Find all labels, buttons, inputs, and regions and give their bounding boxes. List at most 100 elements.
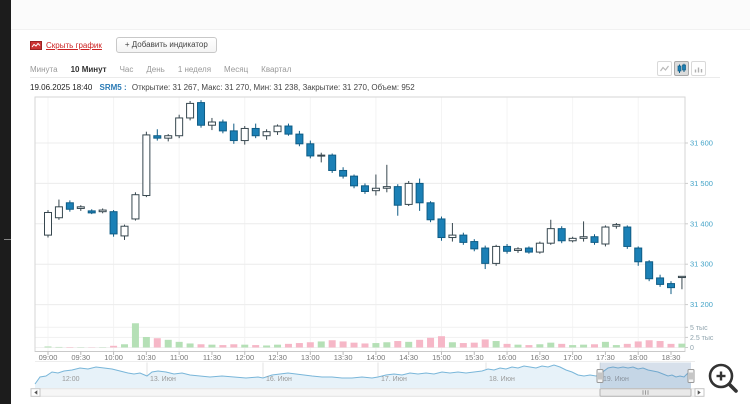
interval-tab-1[interactable]: 10 Минут — [70, 65, 107, 74]
navigator-date-label: 13. Июн — [150, 376, 176, 383]
candle[interactable] — [459, 234, 468, 243]
candle[interactable] — [371, 187, 380, 192]
candle[interactable] — [437, 218, 446, 239]
volume-bar — [678, 343, 686, 348]
candle[interactable] — [623, 226, 632, 247]
candle[interactable] — [164, 135, 173, 139]
interval-tab-5[interactable]: Месяц — [224, 65, 249, 74]
candle[interactable] — [503, 245, 512, 252]
volume-bar — [142, 336, 150, 348]
navigator-handle-right[interactable] — [687, 369, 695, 383]
volume-bar — [667, 343, 675, 348]
navigator-selection[interactable] — [600, 362, 691, 389]
candle[interactable] — [218, 121, 227, 132]
interval-tab-4[interactable]: 1 неделя — [177, 65, 212, 74]
candle[interactable] — [109, 211, 118, 235]
volume-bar — [481, 339, 489, 348]
interval-tab-3[interactable]: День — [146, 65, 165, 74]
candle[interactable] — [612, 224, 621, 227]
candle[interactable] — [382, 186, 391, 189]
candle[interactable] — [645, 261, 654, 280]
candle[interactable] — [393, 186, 402, 206]
candle[interactable] — [54, 206, 63, 219]
volume-axis-label: 5 тыс — [690, 325, 708, 332]
candle[interactable] — [339, 169, 348, 177]
candle[interactable] — [546, 228, 555, 244]
chart-icon — [30, 40, 42, 50]
candle[interactable] — [481, 247, 490, 264]
candle[interactable] — [667, 283, 676, 289]
volume-bar — [208, 344, 216, 348]
candle[interactable] — [360, 185, 369, 192]
candle[interactable] — [175, 117, 184, 137]
volume-axis-label: 0 — [690, 345, 694, 352]
candle[interactable] — [677, 275, 686, 279]
candle[interactable] — [120, 225, 129, 237]
hide-chart-link[interactable]: Скрыть график — [30, 40, 102, 50]
candle[interactable] — [634, 247, 643, 263]
scrollbar-right-arrow-icon — [697, 390, 701, 395]
candle[interactable] — [513, 248, 522, 251]
candle[interactable] — [415, 182, 424, 204]
candle[interactable] — [240, 127, 249, 142]
interval-tab-2[interactable]: Час — [119, 65, 134, 74]
candle[interactable] — [44, 211, 52, 236]
navigator-area — [35, 365, 691, 388]
chart-type-candles-button[interactable] — [674, 61, 689, 76]
candle[interactable] — [229, 130, 238, 142]
candle[interactable] — [590, 236, 599, 243]
navigator-date-label: 16. Июн — [266, 376, 292, 383]
candle[interactable] — [306, 143, 315, 157]
volume-bar — [416, 339, 424, 348]
candle[interactable] — [76, 206, 85, 209]
candle[interactable] — [492, 245, 501, 264]
candle[interactable] — [317, 154, 326, 157]
x-axis-label: 10:00 — [104, 353, 123, 362]
volume-bar — [252, 345, 260, 348]
candle[interactable] — [153, 135, 162, 139]
candle[interactable] — [535, 242, 544, 253]
candle[interactable] — [524, 247, 533, 253]
candle[interactable] — [404, 182, 413, 205]
candle[interactable] — [98, 209, 107, 213]
candle[interactable] — [568, 237, 577, 242]
candle[interactable] — [350, 175, 359, 187]
candle[interactable] — [295, 133, 304, 145]
interval-tab-0[interactable]: Минута — [30, 65, 58, 74]
chart-type-line-button[interactable] — [657, 61, 672, 76]
hide-chart-label: Скрыть график — [46, 40, 102, 50]
candle[interactable] — [65, 202, 74, 210]
volume-bar — [634, 341, 642, 348]
candle[interactable] — [273, 125, 282, 133]
candle[interactable] — [262, 131, 271, 137]
navigator-handle-left[interactable] — [596, 369, 604, 383]
candle[interactable] — [131, 194, 140, 220]
add-indicator-button[interactable]: + Добавить индикатор — [115, 37, 217, 53]
candle[interactable] — [284, 125, 293, 135]
zoom-button[interactable] — [701, 357, 745, 401]
candle[interactable] — [470, 241, 479, 250]
volume-bar — [263, 345, 271, 348]
candle[interactable] — [186, 102, 195, 119]
candle[interactable] — [87, 210, 96, 214]
candle[interactable] — [656, 277, 665, 285]
candle[interactable] — [251, 127, 260, 137]
candle[interactable] — [207, 121, 216, 126]
candle[interactable] — [197, 102, 206, 126]
interval-tab-6[interactable]: Квартал — [261, 65, 292, 74]
navigator-date-label: 17. Июн — [381, 376, 407, 383]
candle[interactable] — [142, 134, 151, 197]
candle[interactable] — [579, 236, 588, 239]
candle[interactable] — [557, 228, 566, 242]
chart-type-bars-button[interactable] — [691, 61, 706, 76]
scrollbar-track[interactable] — [39, 388, 696, 397]
x-axis-label: 13:30 — [334, 353, 353, 362]
navigator-date-label: 18. Июн — [489, 376, 515, 383]
volume-bar — [612, 345, 620, 348]
candle[interactable] — [448, 234, 457, 239]
candle[interactable] — [426, 202, 435, 221]
candle[interactable] — [601, 226, 610, 245]
volume-bar — [219, 345, 227, 348]
candle[interactable] — [328, 154, 337, 171]
